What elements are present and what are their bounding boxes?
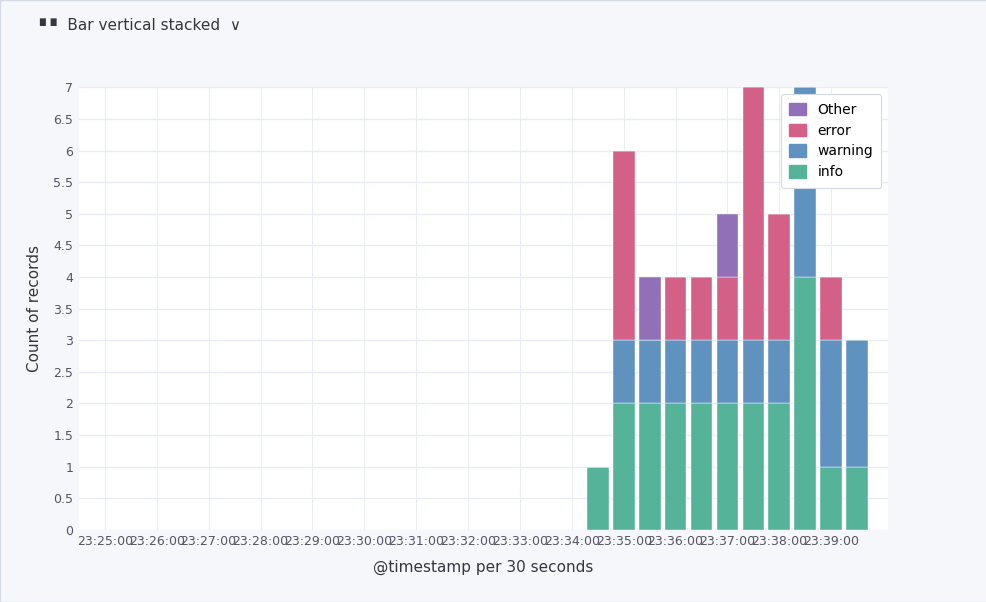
Bar [664, 277, 686, 340]
Bar [741, 340, 763, 403]
Bar [768, 340, 790, 403]
Bar [716, 403, 738, 530]
Bar [716, 214, 738, 277]
Legend: Other, error, warning, info: Other, error, warning, info [780, 95, 880, 188]
Bar [587, 467, 608, 530]
Bar [664, 403, 686, 530]
Text: ▘▘ Bar vertical stacked  ∨: ▘▘ Bar vertical stacked ∨ [39, 18, 242, 33]
Bar [819, 340, 841, 467]
Bar [845, 467, 868, 530]
Bar [768, 214, 790, 340]
Bar [638, 403, 660, 530]
Bar [664, 340, 686, 403]
Bar [690, 340, 712, 403]
Bar [741, 87, 763, 340]
X-axis label: @timestamp per 30 seconds: @timestamp per 30 seconds [373, 559, 594, 575]
Bar [716, 340, 738, 403]
Bar [612, 150, 634, 340]
Bar [768, 403, 790, 530]
Bar [819, 467, 841, 530]
Y-axis label: Count of records: Count of records [28, 245, 42, 372]
Bar [741, 403, 763, 530]
Bar [690, 277, 712, 340]
Bar [794, 277, 815, 530]
Bar [794, 87, 815, 277]
Bar [845, 340, 868, 467]
Bar [819, 277, 841, 340]
Bar [741, 24, 763, 87]
Bar [638, 340, 660, 403]
Bar [690, 403, 712, 530]
Bar [716, 277, 738, 340]
Bar [612, 403, 634, 530]
Bar [638, 277, 660, 340]
Bar [612, 340, 634, 403]
